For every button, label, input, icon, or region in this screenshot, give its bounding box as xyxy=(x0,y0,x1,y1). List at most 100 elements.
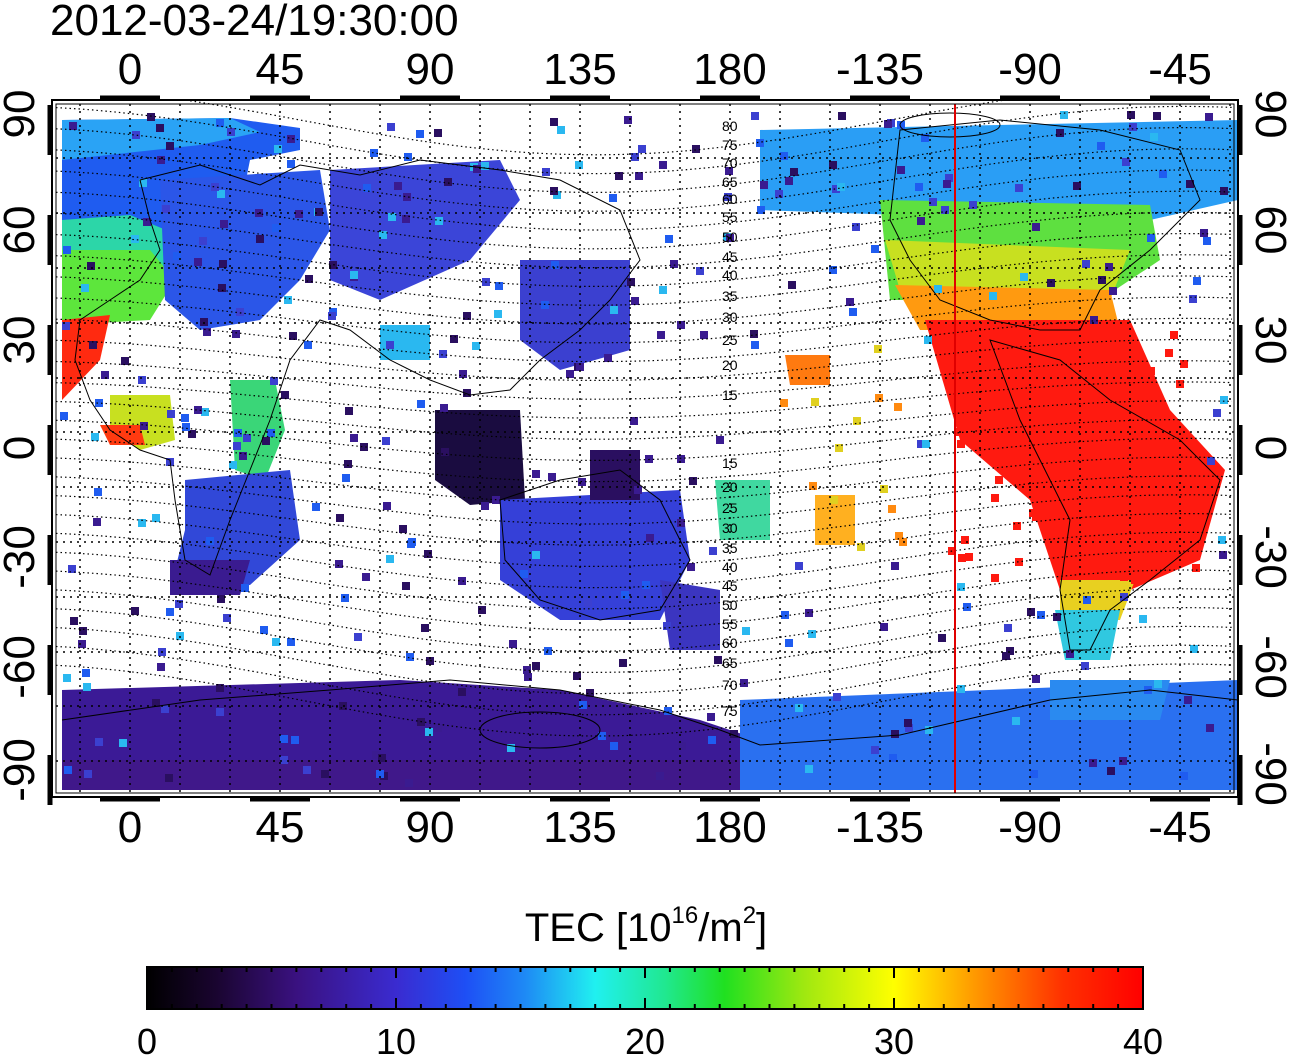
tec-pixel xyxy=(852,223,860,231)
tec-pixel xyxy=(1119,757,1127,765)
magnetic-contour-line xyxy=(55,275,1233,325)
tec-pixel xyxy=(1081,504,1089,512)
tec-pixel xyxy=(790,168,798,176)
tec-pixel xyxy=(1183,455,1191,463)
contour-label: 70 xyxy=(722,155,738,171)
tec-pixel xyxy=(542,168,550,176)
tec-pixel xyxy=(342,474,350,482)
tec-pixel xyxy=(725,167,733,175)
tec-pixel xyxy=(201,408,209,416)
tec-pixel xyxy=(194,258,202,266)
tec-pixel xyxy=(548,473,556,481)
tec-pixel xyxy=(1153,112,1161,120)
tec-pixel xyxy=(1147,367,1155,375)
tec-pixel xyxy=(68,565,76,573)
magnetic-contour-line xyxy=(55,233,1233,287)
left-lat-label: 0 xyxy=(0,436,44,460)
tec-pixel xyxy=(81,284,89,292)
tec-pixel xyxy=(1120,573,1128,581)
tec-pixel xyxy=(707,713,715,721)
tec-pixel xyxy=(1089,759,1097,767)
tec-region xyxy=(1050,680,1170,720)
top-lon-label: 180 xyxy=(693,45,766,94)
tec-pixel xyxy=(402,215,410,223)
tec-pixel xyxy=(1150,133,1158,141)
tec-pixel xyxy=(444,178,452,186)
magnetic-contour-line xyxy=(55,531,1233,589)
tec-pixel xyxy=(584,599,592,607)
tec-pixel xyxy=(495,282,503,290)
tec-pixel xyxy=(473,165,481,173)
tec-pixel xyxy=(635,172,643,180)
tec-pixel xyxy=(458,688,466,696)
tec-pixel xyxy=(336,514,344,522)
tec-pixel xyxy=(229,461,237,469)
contour-label: 75 xyxy=(722,137,738,153)
tec-pixel xyxy=(60,412,68,420)
tec-pixel xyxy=(406,653,414,661)
tec-pixel xyxy=(63,246,71,254)
tec-pixel xyxy=(143,218,151,226)
tec-pixel xyxy=(360,443,368,451)
tec-pixel xyxy=(1130,475,1138,483)
tec-pixel xyxy=(696,267,704,275)
tec-pixel xyxy=(262,437,270,445)
tec-pixel xyxy=(894,403,902,411)
contour-label: 25 xyxy=(722,332,738,348)
tec-pixel xyxy=(709,547,717,555)
coastlines xyxy=(61,112,1238,749)
tec-pixel xyxy=(450,335,458,343)
tec-pixel xyxy=(630,417,638,425)
contour-label: 55 xyxy=(722,209,738,225)
tec-region xyxy=(815,495,855,545)
magnetic-contour-line xyxy=(55,211,1233,269)
contour-label: 75 xyxy=(722,703,738,719)
tec-pixel xyxy=(439,350,447,358)
tec-pixel xyxy=(472,342,480,350)
map-inner-frame xyxy=(55,103,1235,794)
tec-pixel xyxy=(1105,263,1113,271)
contour-labels-north: 80 75 70 65 60 55 50 45 40 35 30 25 20 1… xyxy=(722,118,738,403)
bottom-lon-label: -135 xyxy=(836,803,924,852)
tec-pixel xyxy=(1006,647,1014,655)
tec-pixel xyxy=(220,220,228,228)
tec-pixel xyxy=(91,433,99,441)
tec-pixel xyxy=(1090,316,1098,324)
tec-pixel xyxy=(1189,295,1197,303)
magnetic-contour-line xyxy=(55,456,1233,504)
tec-pixel xyxy=(216,684,224,692)
tec-pixel xyxy=(550,118,558,126)
tec-pixel xyxy=(138,519,146,527)
tec-pixel xyxy=(379,231,387,239)
tec-pixel xyxy=(716,436,724,444)
contour-label: 30 xyxy=(722,309,738,325)
tec-pixel xyxy=(943,180,951,188)
magnetic-contour-line xyxy=(55,339,1233,381)
tec-pixel xyxy=(621,591,629,599)
tec-pixel xyxy=(1047,279,1055,287)
tec-region xyxy=(380,325,430,360)
tec-pixel xyxy=(121,357,129,365)
tec-pixel xyxy=(586,689,594,697)
tec-pixel xyxy=(957,440,965,448)
tec-pixel xyxy=(835,444,843,452)
tec-pixel xyxy=(750,330,758,338)
tec-pixel xyxy=(402,582,410,590)
tec-pixel xyxy=(344,460,352,468)
tec-pixel xyxy=(350,271,358,279)
tec-pixel xyxy=(598,732,606,740)
left-lat-labels: 90 60 30 0 -30 -60 -90 xyxy=(0,90,44,802)
tec-pixel xyxy=(627,278,635,286)
tec-pixel xyxy=(663,622,671,630)
tec-pixel xyxy=(934,285,942,293)
tec-pixel xyxy=(904,719,912,727)
tec-pixel xyxy=(363,184,371,192)
page-title: 2012-03-24/19:30:00 xyxy=(50,0,459,45)
tec-pixel xyxy=(838,112,846,120)
tec-pixel xyxy=(382,437,390,445)
tec-pixel xyxy=(989,292,997,300)
tec-pixel xyxy=(167,410,175,418)
tec-pixel xyxy=(239,452,247,460)
tec-pixel xyxy=(183,570,191,578)
tec-pixel xyxy=(1094,565,1102,573)
